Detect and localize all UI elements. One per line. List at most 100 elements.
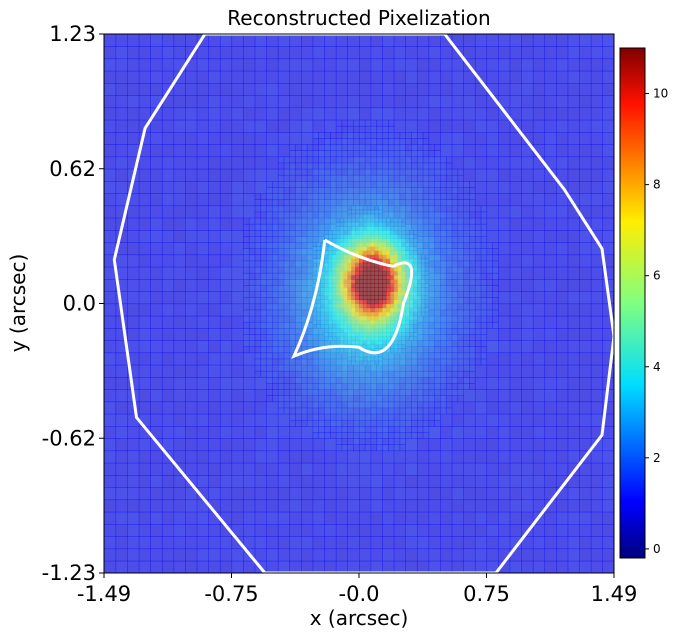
pixel-cell <box>492 315 499 323</box>
pixel-cell <box>359 475 372 488</box>
pixel-cell <box>104 279 117 292</box>
pixel-cell <box>231 548 244 562</box>
pixel-cell <box>355 299 360 305</box>
pixel-cell <box>318 236 325 243</box>
pixel-cell <box>173 132 186 145</box>
pixel-cell <box>428 266 435 274</box>
pixel-cell <box>579 303 592 317</box>
pixel-cell <box>248 340 256 347</box>
pixel-cell <box>416 340 424 347</box>
pixel-cell <box>370 311 376 317</box>
pixel-cell <box>434 413 441 421</box>
pixel-cell <box>556 462 569 476</box>
pixel-cell <box>416 34 430 47</box>
pixel-cell <box>219 450 233 464</box>
pixel-cell <box>498 487 511 501</box>
pixel-cell <box>359 58 372 72</box>
pixel-cell <box>602 315 614 329</box>
pixel-cell <box>359 560 372 573</box>
pixel-cell <box>347 138 354 145</box>
pixel-cell <box>289 150 296 158</box>
pixel-cell <box>405 560 418 573</box>
pixel-cell <box>382 234 387 239</box>
pixel-cell <box>355 270 360 276</box>
pixel-cell <box>306 236 314 243</box>
pixel-cell <box>405 536 418 550</box>
pixel-cell <box>328 336 333 341</box>
pixel-cell <box>602 119 614 133</box>
pixel-cell <box>366 336 372 341</box>
pixel-cell <box>428 401 435 409</box>
pixel-cell <box>355 352 360 358</box>
pixel-cell <box>161 462 175 476</box>
pixel-cell <box>393 499 406 513</box>
pixel-cell <box>320 291 325 296</box>
pixel-cell <box>161 34 175 47</box>
pixel-cell <box>451 107 464 121</box>
pixel-cell <box>335 511 349 525</box>
pixel-cell <box>544 266 557 280</box>
pixel-cell <box>295 419 302 427</box>
pixel-cell <box>382 401 389 409</box>
pixel-cell <box>382 475 395 488</box>
pixel-cell <box>289 230 296 237</box>
pixel-cell <box>434 144 441 151</box>
pixel-cell <box>387 370 395 378</box>
pixel-cell <box>301 230 308 237</box>
pixel-cell <box>289 46 302 60</box>
pixel-cell <box>463 297 470 305</box>
pixel-cell <box>254 297 262 305</box>
pixel-cell <box>590 475 604 488</box>
pixel-cell <box>138 511 151 525</box>
pixel-cell <box>532 389 546 403</box>
pixel-cell <box>509 487 522 501</box>
pixel-cell <box>219 291 233 305</box>
pixel-cell <box>312 119 325 133</box>
pixel-cell <box>374 238 379 243</box>
pixel-cell <box>196 315 209 329</box>
pixel-cell <box>451 487 464 501</box>
pixel-cell <box>411 150 418 158</box>
pixel-cell <box>556 156 569 170</box>
pixel-cell <box>521 462 534 476</box>
pixel-cell <box>289 297 296 305</box>
pixel-cell <box>451 193 459 200</box>
pixel-cell <box>359 46 372 60</box>
pixel-cell <box>405 299 410 305</box>
pixel-cell <box>366 344 372 350</box>
pixel-cell <box>401 246 406 252</box>
pixel-cell <box>289 266 296 274</box>
pixel-cell <box>413 283 418 288</box>
pixel-cell <box>602 181 614 194</box>
pixel-cell <box>440 426 453 439</box>
pixel-cell <box>416 426 424 433</box>
pixel-cell <box>424 295 430 301</box>
pixel-cell <box>387 193 395 200</box>
pixel-cell <box>351 332 356 337</box>
pixel-cell <box>324 462 337 476</box>
pixel-cell <box>295 389 302 396</box>
pixel-cell <box>428 395 435 403</box>
pixel-cell <box>405 377 412 384</box>
pixel-cell <box>351 303 356 309</box>
pixel-cell <box>359 156 366 164</box>
pixel-cell <box>173 328 186 341</box>
pixel-cell <box>301 107 314 121</box>
pixel-cell <box>196 352 209 366</box>
pixel-cell <box>374 356 379 362</box>
pixel-cell <box>283 346 291 354</box>
pixel-cell <box>498 70 511 84</box>
pixel-cell <box>486 132 499 145</box>
pixel-cell <box>386 258 391 264</box>
pixel-cell <box>231 303 244 317</box>
pixel-cell <box>411 144 418 151</box>
pixel-cell <box>335 419 343 427</box>
pixel-cell <box>185 487 198 501</box>
pixel-cell <box>316 258 321 264</box>
pixel-cell <box>316 291 321 296</box>
pixel-cell <box>104 58 117 72</box>
pixel-cell <box>208 352 221 366</box>
pixel-cell <box>266 254 273 262</box>
pixel-cell <box>359 356 364 362</box>
pixel-cell <box>362 246 368 252</box>
